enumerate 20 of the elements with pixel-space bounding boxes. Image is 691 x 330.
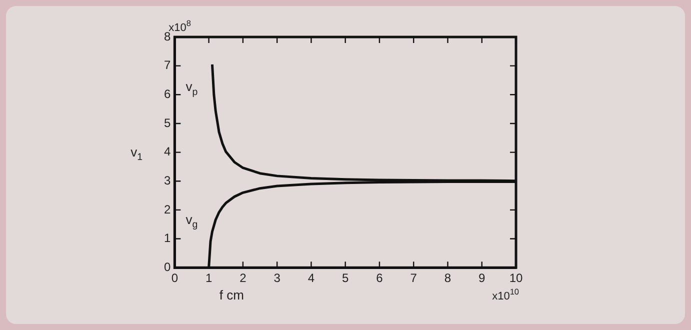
y-tick-label: 7 xyxy=(164,58,171,72)
y-tick-label: 6 xyxy=(164,86,171,101)
x-tick-label: 2 xyxy=(240,271,247,286)
x-tick-label: 6 xyxy=(376,271,384,286)
y-tick-label: 1 xyxy=(164,231,171,246)
y-tick-label: 8 xyxy=(164,29,171,44)
x-tick-label: 5 xyxy=(342,271,349,286)
y-tick-label: 5 xyxy=(164,116,171,130)
y-tick-label: 3 xyxy=(164,173,171,188)
y-tick-label: 2 xyxy=(164,202,171,216)
x-tick-label: 9 xyxy=(478,271,486,286)
x-tick-label: 7 xyxy=(410,271,418,286)
x-tick-label: 10 xyxy=(509,271,523,286)
x-axis-title: f cm xyxy=(219,288,244,303)
y-tick-label: 0 xyxy=(164,260,171,274)
x-tick-label: 8 xyxy=(444,271,452,286)
x-tick-label: 1 xyxy=(205,271,212,286)
x-tick-label: 3 xyxy=(274,271,281,286)
x-tick-label: 4 xyxy=(308,271,315,286)
y-tick-label: 4 xyxy=(164,144,171,159)
